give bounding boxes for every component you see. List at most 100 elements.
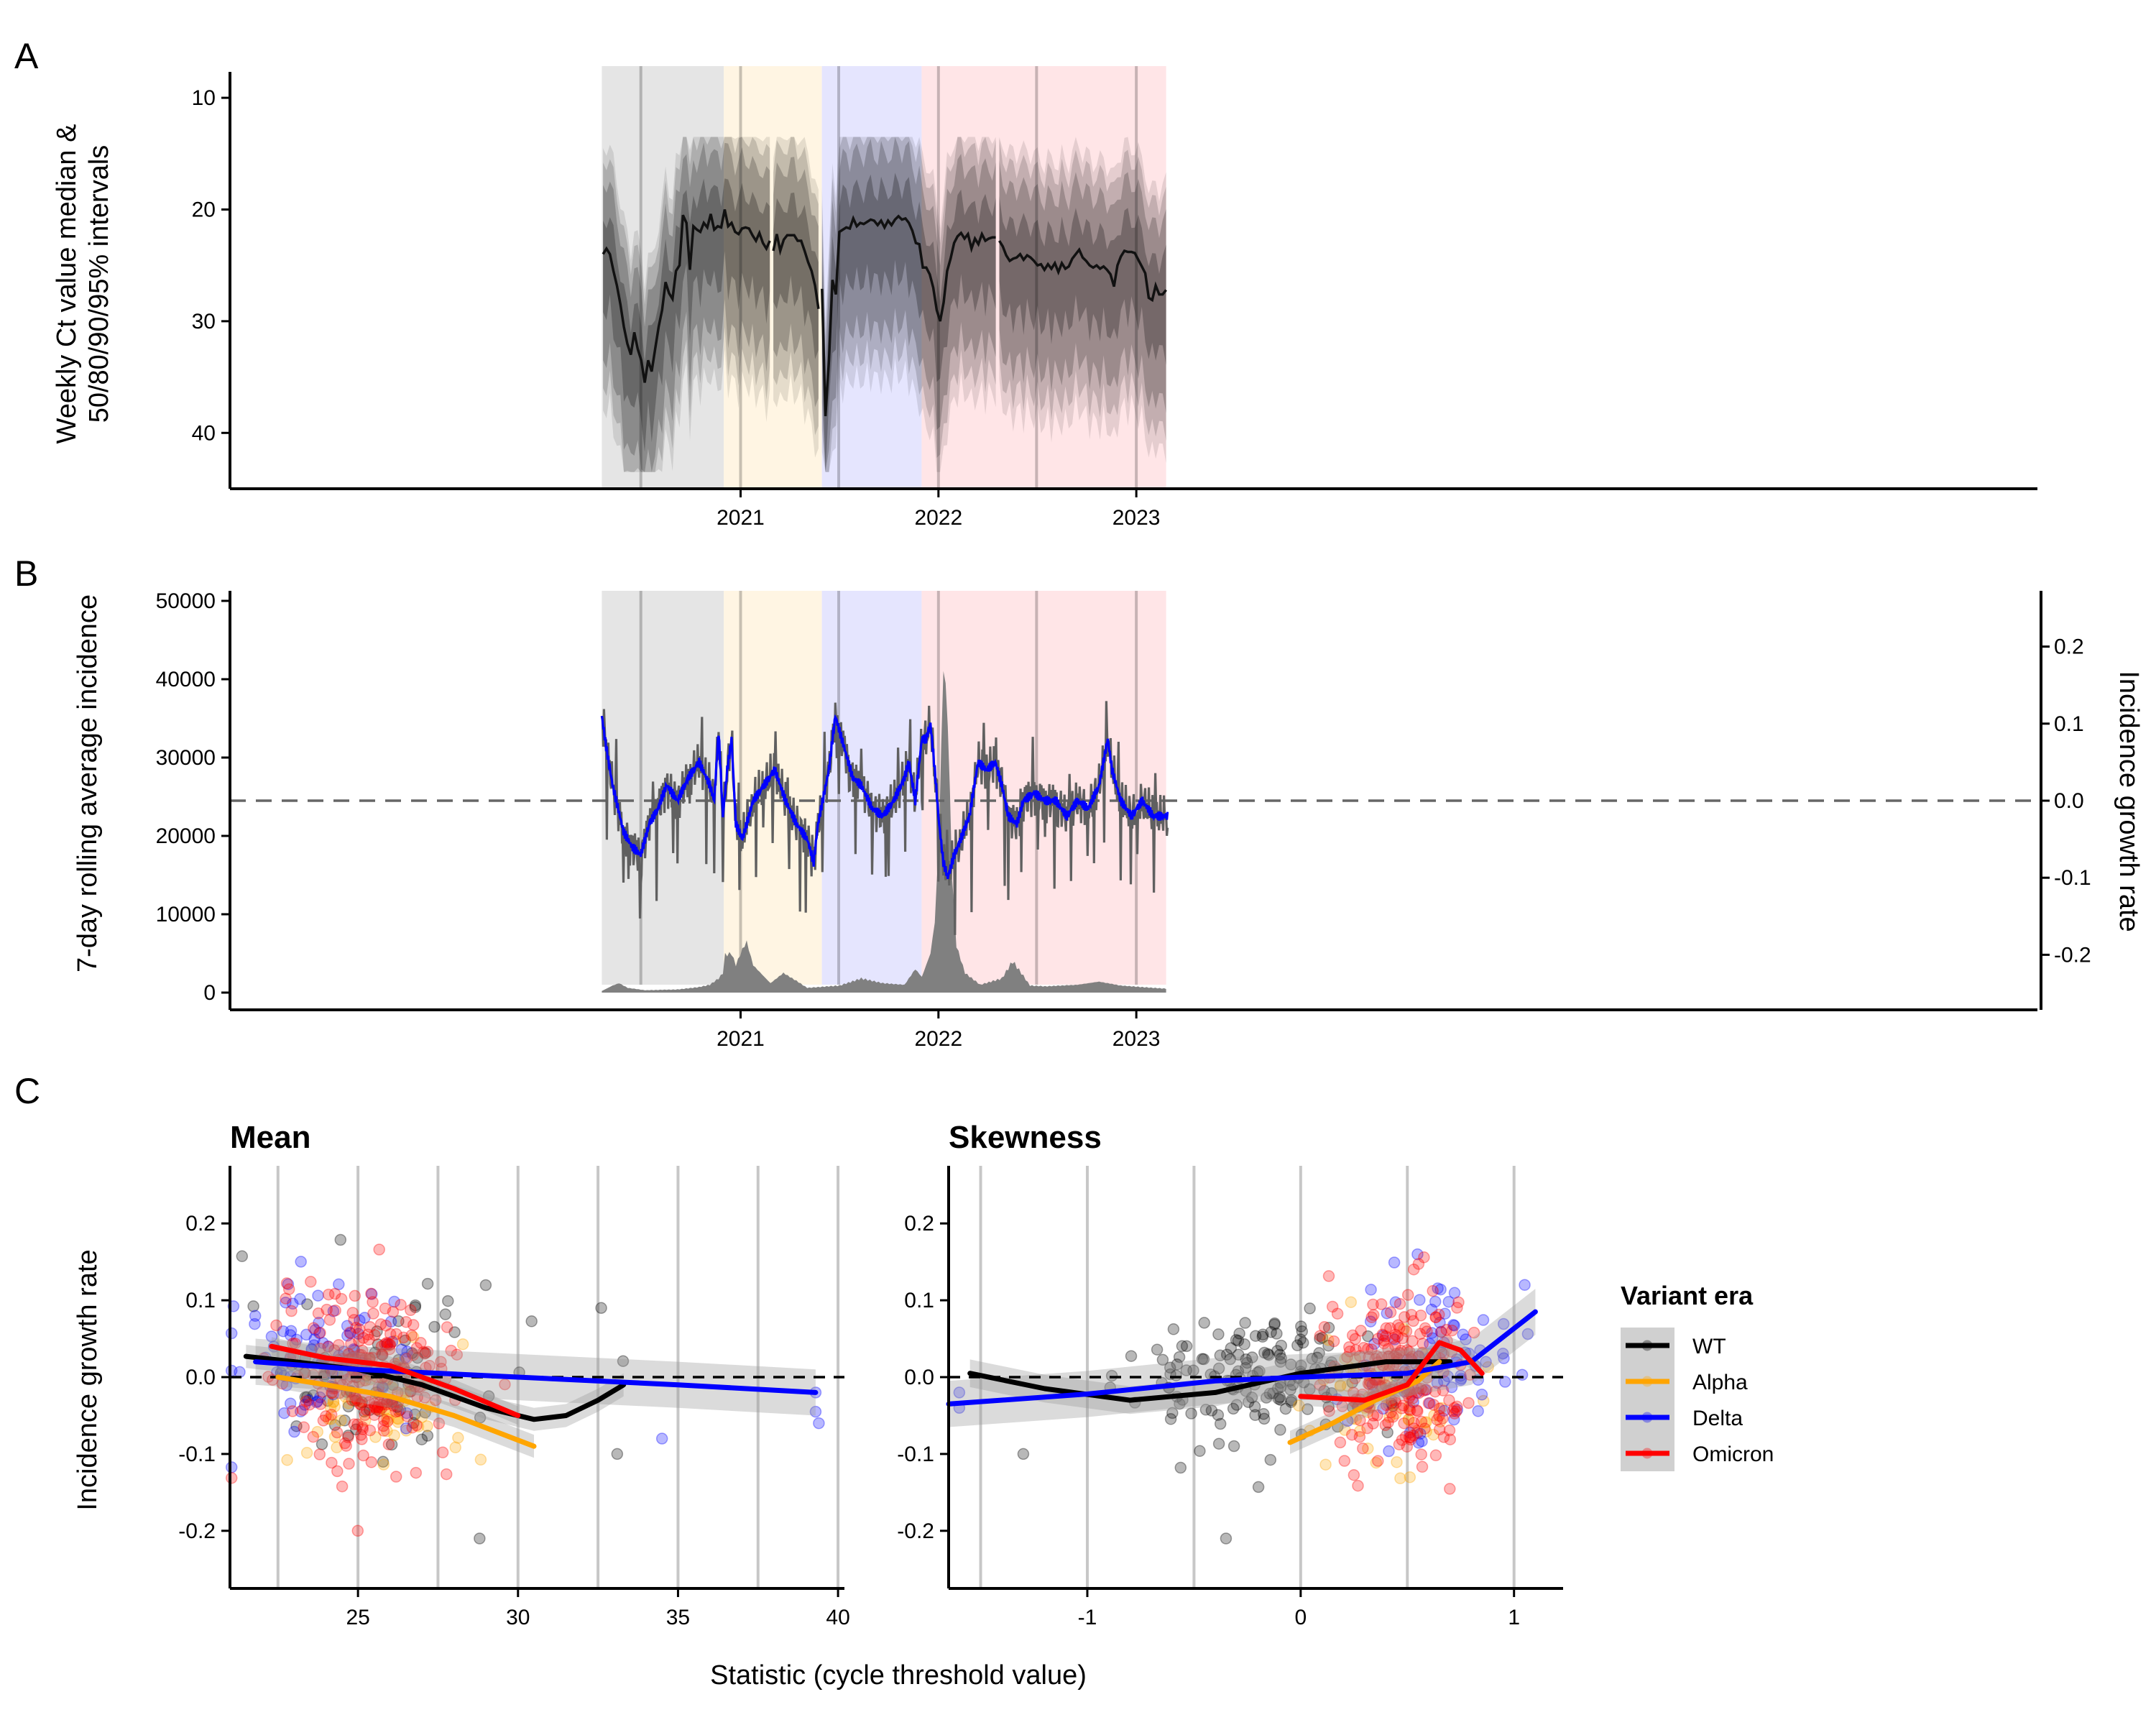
panel-c-point-wt bbox=[617, 1355, 630, 1367]
panel-c-point-alpha bbox=[392, 1416, 405, 1428]
panel-c-point-omicron bbox=[1331, 1307, 1344, 1320]
panel-c-point-delta bbox=[1497, 1347, 1509, 1360]
panel-c-point-omicron bbox=[1415, 1415, 1428, 1428]
panel-c-point-wt bbox=[1274, 1424, 1286, 1436]
panel-c-point-omicron bbox=[1403, 1431, 1416, 1444]
panel-c-point-wt bbox=[371, 1325, 383, 1338]
panel-c-point-delta bbox=[386, 1335, 399, 1348]
panel-c-point-wt bbox=[1125, 1350, 1138, 1362]
panel-c-point-wt bbox=[350, 1423, 362, 1436]
panel-c-x-tick-label: 35 bbox=[666, 1606, 690, 1629]
panel-c-point-wt bbox=[394, 1404, 407, 1416]
panel-c-point-alpha bbox=[325, 1413, 337, 1425]
panel-c-point-alpha bbox=[327, 1396, 340, 1409]
panel-c-point-delta bbox=[265, 1330, 278, 1343]
panel-c-point-alpha bbox=[1335, 1379, 1347, 1392]
panel-c-point-wt bbox=[405, 1385, 417, 1398]
panel-c-point-wt bbox=[1176, 1340, 1189, 1353]
panel-c-point-alpha bbox=[1402, 1413, 1415, 1425]
panel-b-incidence: 0 10000 20000 30000 40000 50000 -0.2 -0.1 0.0 0.1… bbox=[73, 589, 2144, 1051]
panel-c-point-alpha bbox=[1354, 1425, 1366, 1438]
panel-c-point-delta bbox=[1434, 1316, 1446, 1329]
panel-c-point-wt bbox=[1268, 1317, 1281, 1330]
panel-a-era-band-omicron bbox=[921, 66, 1166, 489]
panel-c-point-delta bbox=[327, 1305, 340, 1317]
panel-c-x-tick-label: -1 bbox=[1078, 1606, 1097, 1629]
panel-c-point-omicron bbox=[322, 1288, 335, 1301]
panel-c-point-wt bbox=[1322, 1339, 1335, 1352]
panel-c-point-wt bbox=[1249, 1330, 1262, 1342]
panel-c-point-wt bbox=[415, 1433, 428, 1445]
panel-c-point-alpha bbox=[1383, 1399, 1395, 1411]
panel-c-point-wt bbox=[1225, 1342, 1238, 1354]
panel-c-point-delta bbox=[278, 1407, 290, 1420]
panel-c-fit-line-alpha bbox=[275, 1374, 537, 1449]
panel-c-point-omicron bbox=[410, 1342, 423, 1354]
panel-c-point-wt bbox=[1258, 1412, 1271, 1425]
panel-c-point-omicron bbox=[344, 1326, 356, 1339]
panel-c-point-omicron bbox=[376, 1348, 389, 1361]
panel-c-point-wt bbox=[1362, 1330, 1374, 1343]
panel-c-point-omicron bbox=[1451, 1400, 1463, 1413]
panel-c-point-omicron bbox=[369, 1329, 381, 1341]
panel-a-ct-distribution: 10 20 30 40 2021 2022 2023 Weekly Ct value medi… bbox=[52, 66, 2037, 530]
panel-c-point-omicron bbox=[356, 1433, 368, 1445]
panel-c-point-omicron bbox=[1396, 1434, 1409, 1446]
panel-c-point-omicron bbox=[1349, 1333, 1362, 1346]
panel-c-point-alpha bbox=[359, 1414, 372, 1427]
panel-c-point-omicron bbox=[355, 1429, 367, 1441]
panel-c-point-wt bbox=[1264, 1453, 1277, 1466]
panel-c-point-delta bbox=[1404, 1427, 1416, 1439]
panel-c-point-omicron bbox=[357, 1332, 369, 1344]
panel-c-point-omicron bbox=[1429, 1311, 1442, 1323]
panel-a-era-band-wt bbox=[602, 66, 724, 489]
panel-c-y-tick-label: 0.0 bbox=[904, 1366, 934, 1389]
panel-c-point-omicron bbox=[346, 1394, 358, 1407]
panel-c-point-delta bbox=[348, 1344, 361, 1357]
panel-c-point-alpha bbox=[1428, 1409, 1440, 1422]
panel-c-point-wt bbox=[1242, 1396, 1255, 1409]
panel-c-point-alpha bbox=[1319, 1458, 1332, 1471]
panel-c-point-omicron bbox=[1318, 1321, 1331, 1333]
panel-c-point-delta bbox=[317, 1337, 329, 1349]
panel-c-point-omicron bbox=[323, 1314, 336, 1326]
panel-c-point-omicron bbox=[1404, 1404, 1416, 1417]
panel-c-point-wt bbox=[1164, 1361, 1176, 1374]
panel-c-point-omicron bbox=[1452, 1296, 1465, 1309]
panel-c-point-wt bbox=[1220, 1348, 1233, 1361]
panel-c-point-alpha bbox=[1420, 1425, 1432, 1438]
panel-c-point-delta bbox=[1519, 1279, 1531, 1291]
panel-c-point-omicron bbox=[1361, 1422, 1373, 1435]
panel-c-point-omicron bbox=[329, 1304, 341, 1317]
panel-c-point-delta bbox=[1447, 1319, 1460, 1331]
panel-c-point-omicron bbox=[1341, 1351, 1353, 1363]
panel-c-point-omicron bbox=[1346, 1329, 1359, 1342]
panel-c-point-delta bbox=[1445, 1381, 1458, 1394]
panel-c-point-omicron bbox=[356, 1421, 369, 1433]
panel-c-point-delta bbox=[1383, 1445, 1395, 1458]
panel-c-point-omicron bbox=[1374, 1380, 1386, 1392]
panel-c-point-omicron bbox=[405, 1304, 417, 1317]
panel-c-point-wt bbox=[1284, 1384, 1296, 1396]
panel-c-point-wt bbox=[1296, 1336, 1309, 1349]
panel-c-point-omicron bbox=[1392, 1319, 1404, 1332]
panel-c-point-omicron bbox=[363, 1333, 375, 1346]
panel-c-point-delta bbox=[1364, 1315, 1377, 1328]
panel-c-point-omicron bbox=[1431, 1414, 1443, 1426]
panel-c-point-alpha bbox=[300, 1447, 313, 1459]
panel-c-point-wt bbox=[1173, 1351, 1186, 1363]
panel-c-point-delta bbox=[1411, 1248, 1424, 1261]
panel-c-point-wt bbox=[611, 1448, 624, 1460]
panel-c-point-alpha bbox=[1350, 1413, 1363, 1425]
panel-c-point-delta bbox=[1388, 1256, 1401, 1269]
panel-c-point-omicron bbox=[384, 1328, 397, 1340]
panel-c-point-omicron bbox=[1395, 1344, 1407, 1357]
panel-c-point-omicron bbox=[1334, 1436, 1347, 1449]
panel-c-x-tick-label: 40 bbox=[826, 1606, 849, 1629]
panel-c-y-tick-label: -0.2 bbox=[178, 1519, 216, 1543]
panel-c-point-omicron bbox=[440, 1468, 453, 1481]
panel-c-point-omicron bbox=[1407, 1315, 1419, 1328]
panel-c-point-delta bbox=[813, 1417, 825, 1430]
panel-c-point-omicron bbox=[1450, 1405, 1462, 1417]
panel-c-point-omicron bbox=[338, 1437, 351, 1450]
